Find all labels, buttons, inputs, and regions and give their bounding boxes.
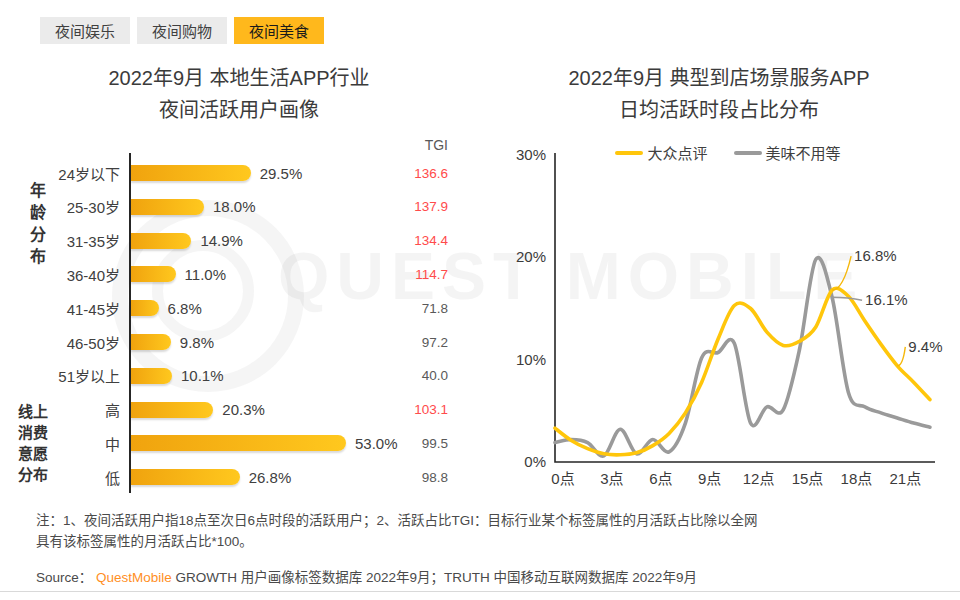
- series-line-1: [555, 258, 930, 457]
- bar-value-label: 11.0%: [185, 266, 226, 283]
- x-tick-label: 12点: [743, 470, 775, 487]
- bar-chart-title-line1: 2022年9月 本地生活APP行业: [16, 62, 462, 94]
- tgi-value: 103.1: [392, 402, 448, 417]
- tgi-value: 134.4: [392, 233, 448, 248]
- bar: [131, 435, 346, 451]
- footnote-line2: 具有该标签属性的月活跃占比*100。: [36, 531, 928, 552]
- bar: [131, 469, 240, 485]
- x-tick-label: 9点: [698, 470, 721, 487]
- bar-row-8: 中53.0%99.5: [16, 426, 448, 460]
- x-tick-label: 3点: [600, 470, 623, 487]
- group-label-age: 年龄分布: [24, 182, 48, 270]
- x-tick-label: 6点: [649, 470, 672, 487]
- bar: [131, 233, 191, 249]
- annotation-connector-1: [832, 297, 862, 300]
- source-prefix: Source：: [36, 570, 96, 585]
- annotation-connector-2: [897, 347, 905, 366]
- bar: [131, 368, 172, 384]
- bar-row-4: 41-45岁 6.8% 71.8: [16, 291, 448, 325]
- source-brand: QuestMobile: [96, 570, 172, 585]
- bar: [131, 402, 213, 418]
- annotation-label-0: 16.8%: [854, 247, 897, 264]
- annotation-label-2: 9.4%: [908, 338, 942, 355]
- y-tick-label: 10%: [516, 351, 546, 368]
- line-chart-panel: 2022年9月 典型到店场景服务APP 日均活跃时段占比分布 大众点评美味不用等…: [488, 62, 950, 502]
- y-tick-label: 30%: [516, 146, 546, 163]
- bar-row-3: 36-40岁11.0%114.7: [16, 257, 448, 291]
- series-line-0: [555, 288, 930, 455]
- x-tick-label: 21点: [889, 470, 921, 487]
- source-line: Source： QuestMobile GROWTH 用户画像标签数据库 202…: [36, 566, 697, 586]
- bar: [131, 300, 159, 316]
- bar-value-label: 14.9%: [200, 232, 243, 249]
- category-tabs: 夜间娱乐夜间购物夜间美食: [40, 17, 324, 44]
- x-tick-label: 0点: [551, 470, 574, 487]
- footnote-line1: 注：1、夜间活跃用户指18点至次日6点时段的活跃用户；2、活跃占比TGI：目标行…: [36, 510, 928, 531]
- tab-1[interactable]: 夜间购物: [137, 17, 227, 44]
- source-rest: GROWTH 用户画像标签数据库 2022年9月；TRUTH 中国移动互联网数据…: [172, 570, 697, 585]
- bar: [131, 165, 251, 181]
- bar-category-label: 51岁以上: [16, 365, 131, 386]
- bar-value-label: 6.8%: [168, 300, 202, 317]
- annotation-label-1: 16.1%: [865, 291, 908, 308]
- bar-row-2: 31-35岁14.9%134.4: [16, 224, 448, 258]
- bar-row-5: 46-50岁 9.8% 97.2: [16, 325, 448, 359]
- footnote: 注：1、夜间活跃用户指18点至次日6点时段的活跃用户；2、活跃占比TGI：目标行…: [36, 510, 928, 552]
- line-chart-title-line1: 2022年9月 典型到店场景服务APP: [488, 62, 950, 94]
- y-tick-label: 20%: [516, 248, 546, 265]
- bar-row-9: 低26.8%98.8: [16, 460, 448, 494]
- line-chart-title-line2: 日均活跃时段占比分布: [488, 94, 950, 126]
- bar-value-label: 26.8%: [249, 469, 292, 486]
- y-tick-label: 0%: [524, 453, 546, 470]
- bar-category-label: 41-45岁: [16, 298, 131, 319]
- bar-row-7: 高20.3%103.1: [16, 393, 448, 427]
- tgi-value: 114.7: [392, 267, 448, 282]
- bar-chart-title-line2: 夜间活跃用户画像: [16, 94, 462, 126]
- bar-category-label: 24岁以下: [16, 163, 131, 184]
- bar: [131, 334, 171, 350]
- tgi-value: 137.9: [392, 199, 448, 214]
- tgi-value: 99.5: [398, 436, 448, 451]
- bar-value-label: 29.5%: [260, 165, 303, 182]
- tgi-column-header: TGI: [388, 137, 448, 153]
- bar-value-label: 53.0%: [355, 435, 398, 452]
- x-tick-label: 18点: [841, 470, 873, 487]
- tab-2[interactable]: 夜间美食: [234, 17, 324, 44]
- bar-row-6: 51岁以上 10.1% 40.0: [16, 359, 448, 393]
- bar-value-label: 18.0%: [213, 198, 256, 215]
- tgi-value: 98.8: [392, 470, 448, 485]
- bar-category-label: 46-50岁: [16, 332, 131, 353]
- tgi-value: 97.2: [392, 335, 448, 350]
- bar-value-label: 9.8%: [180, 334, 214, 351]
- tgi-value: 71.8: [392, 301, 448, 316]
- bar-value-label: 20.3%: [222, 401, 265, 418]
- tgi-value: 136.6: [392, 166, 448, 181]
- bar-row-1: 25-30岁18.0%137.9: [16, 190, 448, 224]
- tab-0[interactable]: 夜间娱乐: [40, 17, 130, 44]
- bar-value-label: 10.1%: [181, 367, 224, 384]
- tgi-value: 40.0: [392, 368, 448, 383]
- bar: [131, 199, 204, 215]
- bar: [131, 266, 176, 282]
- report-page: QUEST MOBILE 夜间娱乐夜间购物夜间美食 2022年9月 本地生活AP…: [0, 0, 960, 600]
- annotation-connector-0: [832, 256, 851, 290]
- x-tick-label: 15点: [792, 470, 824, 487]
- bar-row-0: 24岁以下 29.5% 136.6: [16, 156, 448, 190]
- group-label-consumption-intent: 线上消费意愿分布: [18, 401, 48, 485]
- bar-chart-panel: 2022年9月 本地生活APP行业 夜间活跃用户画像 TGI 24岁以下 29.5…: [16, 62, 462, 502]
- line-chart-plot: 0% 10% 20% 30% 0点 3点 6点 9点 12点 15点 18点 21点 16.8% 16.1…: [488, 137, 950, 502]
- bottom-divider: [0, 591, 960, 592]
